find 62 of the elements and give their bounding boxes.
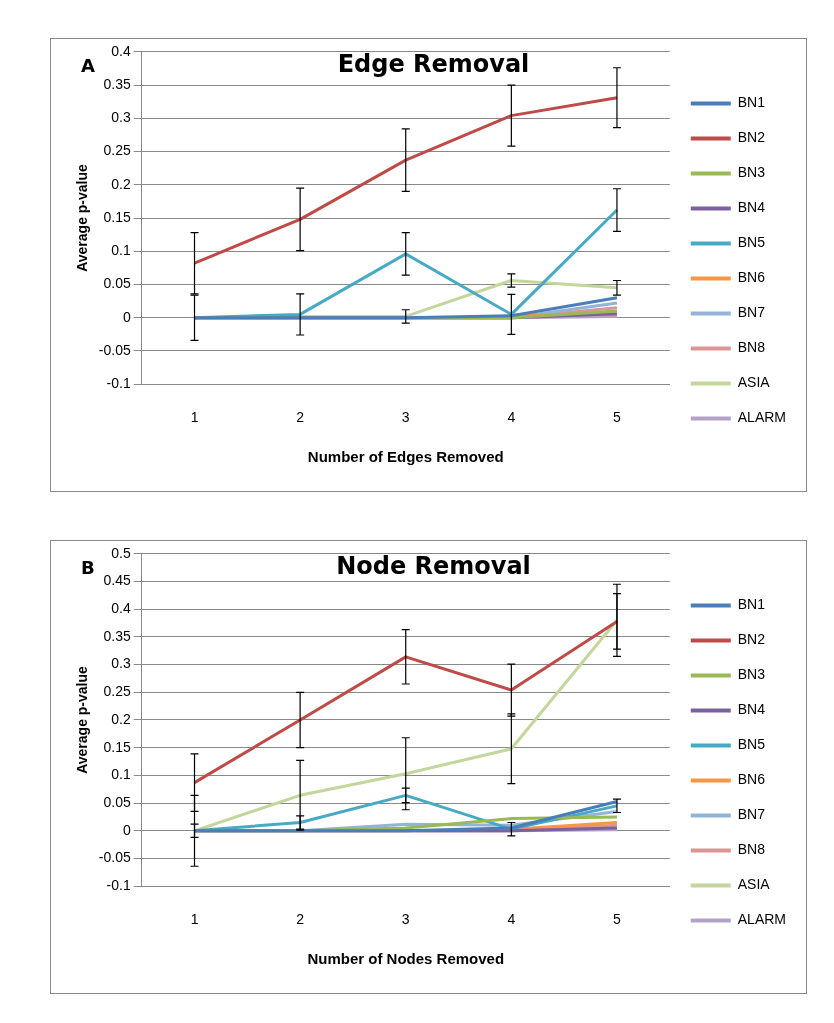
legend-label: BN2 [737, 129, 766, 146]
x-tick-label: 3 [401, 409, 410, 426]
legend-label: BN4 [737, 199, 766, 216]
y-tick-label: 0.3 [111, 655, 131, 672]
legend-label: ASIA [737, 374, 771, 391]
y-tick-label: 0.15 [103, 208, 131, 225]
y-tick-label: 0.3 [111, 109, 131, 126]
legend-label: BN5 [737, 736, 766, 753]
y-tick-label: 0.25 [103, 683, 131, 700]
chart-title: Node Removal [336, 551, 531, 580]
y-tick-label: -0.1 [106, 375, 131, 392]
y-tick-label: -0.05 [98, 341, 131, 358]
x-tick-label: 4 [507, 409, 516, 426]
y-tick-label: -0.05 [98, 849, 131, 866]
x-tick-label: 5 [613, 911, 622, 928]
y-tick-label: 0.35 [103, 75, 131, 92]
legend-label: BN3 [737, 164, 766, 181]
y-tick-label: 0.5 [111, 544, 131, 561]
y-tick-label: 0.25 [103, 142, 131, 159]
y-tick-label: 0.15 [103, 738, 131, 755]
y-tick-label: 0.2 [111, 710, 131, 727]
y-tick-label: 0.05 [103, 275, 131, 292]
legend-label: BN7 [737, 304, 766, 321]
x-tick-label: 1 [190, 409, 199, 426]
legend-label: BN2 [737, 631, 766, 648]
legend-label: BN5 [737, 234, 766, 251]
y-tick-label: 0.35 [103, 627, 131, 644]
legend-label: BN7 [737, 806, 766, 823]
y-tick-label: 0.1 [111, 766, 131, 783]
x-tick-label: 2 [296, 409, 305, 426]
legend-label: BN3 [737, 666, 766, 683]
text: B [81, 557, 95, 578]
text: A [81, 55, 95, 76]
legend-label: BN8 [737, 339, 766, 356]
x-tick-label: 4 [507, 911, 516, 928]
y-tick-label: -0.1 [106, 877, 131, 894]
y-tick-label: 0.4 [111, 42, 131, 59]
x-tick-label: 5 [613, 409, 622, 426]
x-tick-label: 1 [190, 911, 199, 928]
x-axis-title: Number of Nodes Removed [307, 950, 505, 968]
y-axis-title: Average p-value [74, 163, 91, 272]
legend-label: BN6 [737, 269, 766, 286]
legend-label: BN1 [737, 596, 766, 613]
legend-label: BN1 [737, 94, 766, 111]
y-tick-label: 0.05 [103, 793, 131, 810]
x-tick-label: 3 [401, 911, 410, 928]
y-tick-label: 0.2 [111, 175, 131, 192]
y-tick-label: 0 [122, 821, 131, 838]
x-tick-label: 2 [296, 911, 305, 928]
legend-label: ALARM [737, 911, 786, 928]
y-tick-label: 0 [122, 308, 131, 325]
y-tick-label: 0.45 [103, 572, 131, 589]
legend-label: ALARM [737, 409, 786, 426]
chart-title: Edge Removal [337, 49, 530, 78]
legend-label: BN8 [737, 841, 766, 858]
y-axis-title: Average p-value [74, 665, 91, 774]
y-tick-label: 0.4 [111, 600, 131, 617]
y-tick-label: 0.1 [111, 242, 131, 259]
legend-label: BN6 [737, 771, 766, 788]
legend-label: ASIA [737, 876, 771, 893]
legend-label: BN4 [737, 701, 766, 718]
x-axis-title: Number of Edges Removed [307, 448, 504, 466]
